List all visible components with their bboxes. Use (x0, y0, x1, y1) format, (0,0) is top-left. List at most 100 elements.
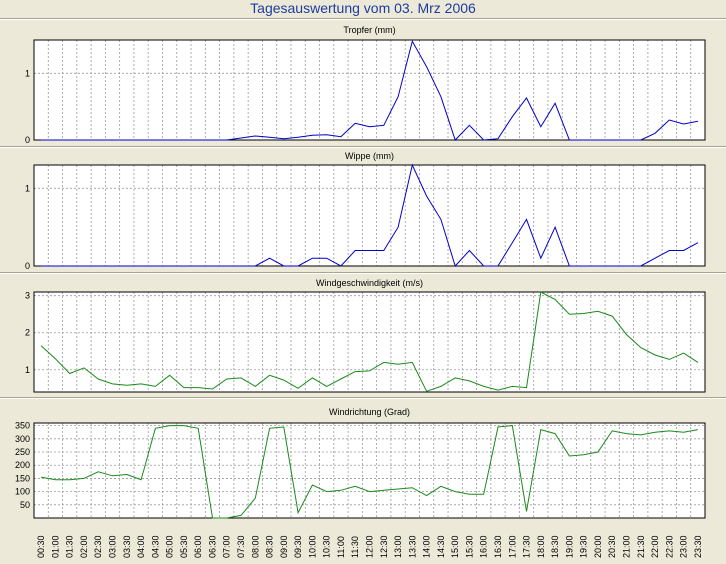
divider (0, 18, 726, 20)
panel-title: Windrichtung (Grad) (329, 407, 410, 417)
data-point (211, 517, 213, 519)
data-point (197, 427, 199, 429)
data-point (97, 265, 99, 267)
x-tick-label: 15:30 (464, 535, 474, 558)
data-point (454, 490, 456, 492)
data-point (240, 514, 242, 516)
x-tick-label: 17:00 (507, 535, 517, 558)
data-point (283, 426, 285, 428)
x-tick-label: 14:00 (422, 535, 432, 558)
y-tick-label: 0 (25, 261, 30, 271)
data-point (168, 265, 170, 267)
x-tick-label: 14:30 (436, 535, 446, 558)
panel-title: Wippe (mm) (345, 151, 394, 161)
data-point (468, 249, 470, 251)
data-point (611, 265, 613, 267)
x-tick-label: 10:30 (322, 535, 332, 558)
data-point (126, 265, 128, 267)
data-point (640, 434, 642, 436)
data-point (354, 122, 356, 124)
divider (0, 146, 726, 148)
data-point (140, 479, 142, 481)
data-point (540, 291, 542, 293)
x-tick-label: 18:30 (550, 535, 560, 558)
data-point (111, 475, 113, 477)
data-point (440, 95, 442, 97)
data-point (654, 132, 656, 134)
y-tick-label: 300 (15, 434, 30, 444)
data-point (597, 265, 599, 267)
series-line (40, 291, 699, 392)
data-point (554, 102, 556, 104)
panel-title: Windgeschwindigkeit (m/s) (316, 278, 423, 288)
data-point (68, 372, 70, 374)
data-point (511, 385, 513, 387)
x-tick-label: 13:00 (393, 535, 403, 558)
data-point (468, 124, 470, 126)
data-point (454, 377, 456, 379)
data-point (254, 385, 256, 387)
plot-frame (33, 39, 706, 141)
data-point (54, 357, 56, 359)
data-point (511, 241, 513, 243)
data-point (354, 485, 356, 487)
data-point (211, 265, 213, 267)
data-point (425, 65, 427, 67)
y-tick-label: 1 (25, 183, 30, 193)
data-point (83, 477, 85, 479)
data-point (240, 265, 242, 267)
data-point (240, 137, 242, 139)
data-point (397, 488, 399, 490)
data-point (140, 139, 142, 141)
data-point (383, 249, 385, 251)
x-tick-label: 11:30 (350, 536, 360, 558)
data-point (682, 123, 684, 125)
data-point (268, 257, 270, 259)
x-tick-label: 06:00 (193, 535, 203, 558)
x-tick-label: 10:00 (307, 535, 317, 558)
y-tick-label: 250 (15, 447, 30, 457)
data-point (597, 451, 599, 453)
x-tick-label: 17:30 (522, 535, 532, 558)
data-point (140, 383, 142, 385)
x-tick-label: 00:30 (36, 535, 46, 558)
data-point (368, 490, 370, 492)
x-tick-label: 16:30 (493, 535, 503, 558)
x-tick-label: 09:00 (279, 535, 289, 558)
x-tick-label: 20:30 (607, 535, 617, 558)
x-tick-label: 23:30 (693, 535, 703, 558)
x-tick-label: 04:00 (136, 535, 146, 558)
y-tick-label: 200 (15, 460, 30, 470)
data-point (197, 386, 199, 388)
data-point (483, 493, 485, 495)
data-point (197, 265, 199, 267)
data-point (340, 378, 342, 380)
data-point (111, 265, 113, 267)
data-point (554, 226, 556, 228)
data-point (126, 384, 128, 386)
x-tick-label: 16:00 (479, 535, 489, 558)
data-point (454, 265, 456, 267)
x-tick-label: 18:00 (536, 535, 546, 558)
x-tick-label: 03:00 (108, 535, 118, 558)
y-tick-label: 1 (25, 365, 30, 375)
data-point (168, 139, 170, 141)
data-point (440, 485, 442, 487)
x-tick-label: 15:00 (450, 535, 460, 558)
data-point (283, 379, 285, 381)
panel-title: Tropfer (mm) (343, 25, 395, 35)
data-point (540, 125, 542, 127)
data-point (226, 378, 228, 380)
x-tick-label: 08:30 (265, 535, 275, 558)
data-point (554, 432, 556, 434)
x-tick-label: 03:30 (122, 535, 132, 558)
data-point (682, 431, 684, 433)
x-tick-label: 06:30 (207, 535, 217, 558)
data-point (411, 361, 413, 363)
data-point (525, 218, 527, 220)
data-point (283, 137, 285, 139)
plot-frame (33, 164, 706, 267)
data-point (354, 249, 356, 251)
data-point (211, 388, 213, 390)
